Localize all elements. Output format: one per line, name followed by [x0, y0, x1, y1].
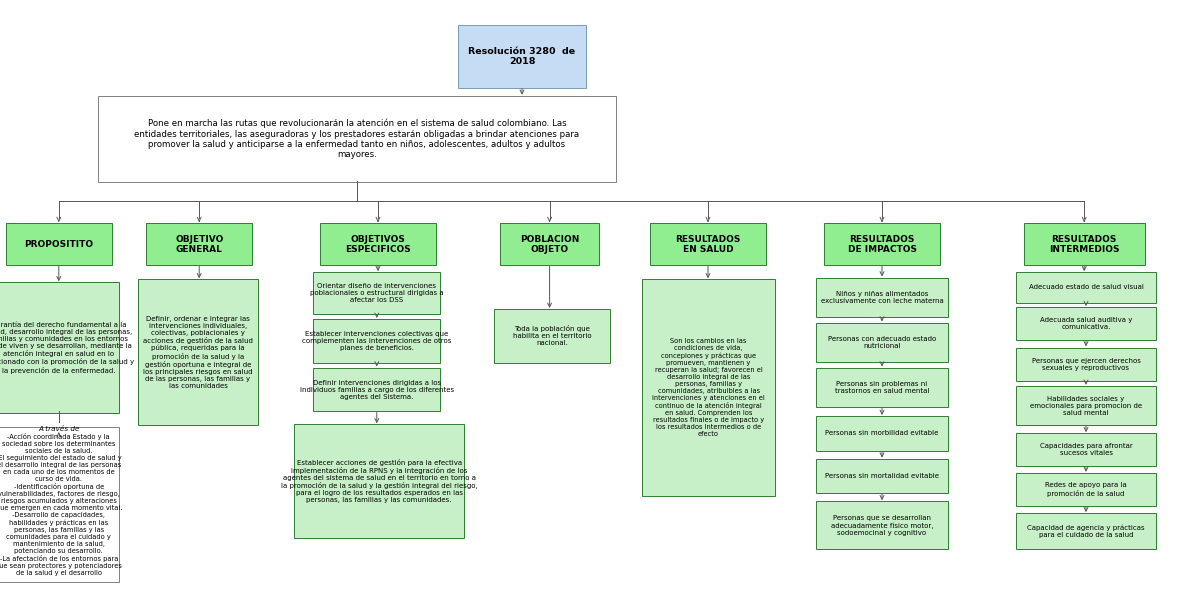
FancyBboxPatch shape — [1024, 223, 1145, 265]
FancyBboxPatch shape — [294, 424, 464, 538]
FancyBboxPatch shape — [816, 501, 948, 549]
Text: Pone en marcha las rutas que revolucionarán la atención en el sistema de salud c: Pone en marcha las rutas que revoluciona… — [134, 119, 580, 159]
Text: Orientar diseño de intervenciones
poblacionales o estructural dirigidas a
afecta: Orientar diseño de intervenciones poblac… — [310, 284, 444, 303]
FancyBboxPatch shape — [494, 309, 610, 363]
Text: Personas sin mortalidad evitable: Personas sin mortalidad evitable — [826, 473, 940, 479]
Text: Toda la población que
habilita en el territorio
nacional.: Toda la población que habilita en el ter… — [512, 326, 592, 346]
FancyBboxPatch shape — [1016, 513, 1156, 549]
FancyBboxPatch shape — [500, 223, 599, 265]
FancyBboxPatch shape — [642, 279, 775, 496]
Text: Niños y niñas alimentados
exclusivamente con leche materna: Niños y niñas alimentados exclusivamente… — [821, 291, 943, 304]
Text: Garantía del derecho fundamental a la
salud, desarrollo integral de las personas: Garantía del derecho fundamental a la sa… — [0, 322, 134, 374]
Text: Personas que se desarrollan
adecuadamente físico motor,
sodoemocinal y cognitivo: Personas que se desarrollan adecuadament… — [830, 515, 934, 536]
FancyBboxPatch shape — [313, 368, 440, 411]
FancyBboxPatch shape — [98, 96, 616, 182]
Text: -Acción coordinada Estado y la
sociedad sobre los determinantes
sociales de la s: -Acción coordinada Estado y la sociedad … — [0, 433, 122, 576]
Text: Resolución 3280  de
2018: Resolución 3280 de 2018 — [468, 47, 576, 66]
Text: Establecer intervenciones colectivas que
complementen las intervenciones de otro: Establecer intervenciones colectivas que… — [302, 331, 451, 351]
FancyBboxPatch shape — [816, 323, 948, 362]
FancyBboxPatch shape — [816, 278, 948, 317]
FancyBboxPatch shape — [313, 272, 440, 314]
Text: Habilidades sociales y
emocionales para promocion de
salud mental: Habilidades sociales y emocionales para … — [1030, 395, 1142, 416]
FancyBboxPatch shape — [0, 427, 119, 582]
FancyBboxPatch shape — [138, 279, 258, 425]
Text: Capacidad de agencia y prácticas
para el cuidado de la salud: Capacidad de agencia y prácticas para el… — [1027, 525, 1145, 538]
FancyBboxPatch shape — [816, 459, 948, 493]
Text: Personas con adecuado estado
nutricional: Personas con adecuado estado nutricional — [828, 336, 936, 349]
FancyBboxPatch shape — [0, 282, 119, 413]
FancyBboxPatch shape — [1016, 473, 1156, 506]
Text: A través de: A través de — [38, 426, 79, 432]
Text: OBJETIVOS
ESPECIFICOS: OBJETIVOS ESPECIFICOS — [346, 234, 410, 254]
FancyBboxPatch shape — [146, 223, 252, 265]
FancyBboxPatch shape — [824, 223, 940, 265]
FancyBboxPatch shape — [1016, 433, 1156, 466]
Text: Adecuado estado de salud visual: Adecuado estado de salud visual — [1028, 284, 1144, 291]
Text: Definir intervenciones dirigidas a los
individuos familias a cargo de los difere: Definir intervenciones dirigidas a los i… — [300, 379, 454, 400]
Text: Redes de apoyo para la
promoción de la salud: Redes de apoyo para la promoción de la s… — [1045, 482, 1127, 497]
FancyBboxPatch shape — [1016, 307, 1156, 340]
FancyBboxPatch shape — [1016, 272, 1156, 303]
Text: Establecer acciones de gestión para la efectiva
implementación de la RPNS y la i: Establecer acciones de gestión para la e… — [281, 459, 478, 503]
Text: Definir, ordenar e integrar las
intervenciones individuales,
colectivas, poblaci: Definir, ordenar e integrar las interven… — [143, 316, 253, 389]
Text: Son los cambios en las
condiciones de vida,
concepiones y prácticas que
promueve: Son los cambios en las condiciones de vi… — [653, 339, 764, 437]
Text: Capacidades para afrontar
sucesos vitales: Capacidades para afrontar sucesos vitale… — [1039, 443, 1133, 456]
FancyBboxPatch shape — [816, 368, 948, 407]
Text: PROPOSITITO: PROPOSITITO — [24, 240, 94, 249]
Text: Personas sin problemas ni
trastornos en salud mental: Personas sin problemas ni trastornos en … — [835, 381, 929, 394]
Text: Adecuada salud auditiva y
comunicativa.: Adecuada salud auditiva y comunicativa. — [1040, 317, 1132, 330]
FancyBboxPatch shape — [6, 223, 112, 265]
FancyBboxPatch shape — [1016, 348, 1156, 381]
FancyBboxPatch shape — [650, 223, 766, 265]
FancyBboxPatch shape — [320, 223, 436, 265]
FancyBboxPatch shape — [313, 319, 440, 363]
Text: POBLACION
OBJETO: POBLACION OBJETO — [520, 234, 580, 254]
Text: RESULTADOS
DE IMPACTOS: RESULTADOS DE IMPACTOS — [847, 234, 917, 254]
FancyBboxPatch shape — [458, 25, 586, 88]
Text: Personas que ejercen derechos
sexuales y reproductivos: Personas que ejercen derechos sexuales y… — [1032, 358, 1140, 371]
FancyBboxPatch shape — [1016, 386, 1156, 425]
FancyBboxPatch shape — [816, 416, 948, 451]
Text: Personas sin morbilidad evitable: Personas sin morbilidad evitable — [826, 430, 938, 436]
Text: RESULTADOS
EN SALUD: RESULTADOS EN SALUD — [676, 234, 740, 254]
Text: RESULTADOS
INTERMEDIOS: RESULTADOS INTERMEDIOS — [1049, 234, 1120, 254]
Text: OBJETIVO
GENERAL: OBJETIVO GENERAL — [175, 234, 223, 254]
